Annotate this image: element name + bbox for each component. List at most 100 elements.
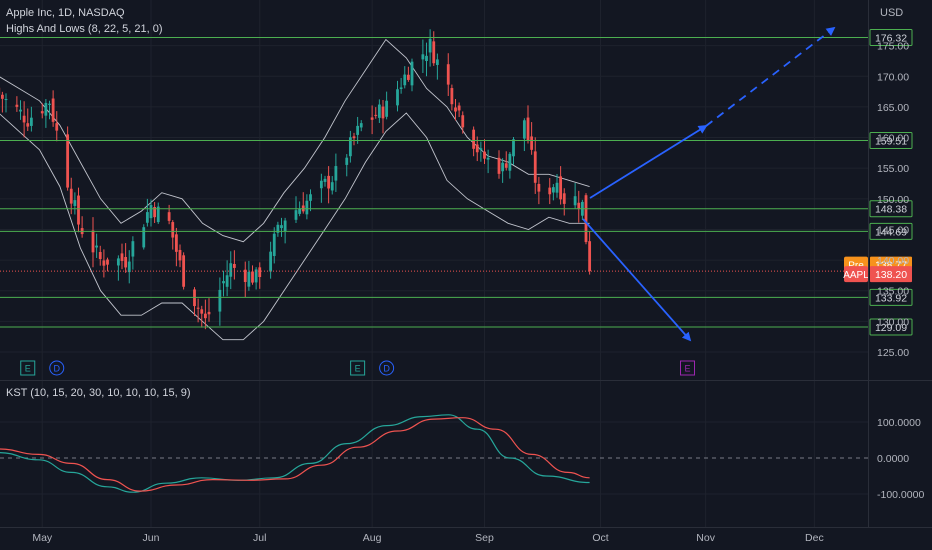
candle-body bbox=[106, 259, 109, 265]
candle-body bbox=[319, 180, 323, 189]
candle-body bbox=[428, 38, 432, 53]
candle-body bbox=[294, 210, 298, 220]
candle-body bbox=[573, 196, 577, 206]
event-letter: E bbox=[25, 364, 31, 374]
candle-body bbox=[486, 157, 490, 160]
candle-body bbox=[120, 253, 124, 261]
candle-body bbox=[251, 271, 254, 283]
candle-body bbox=[359, 123, 363, 128]
candle-body bbox=[258, 267, 262, 278]
candle-body bbox=[298, 208, 302, 214]
candle-body bbox=[145, 212, 149, 223]
candle-body bbox=[425, 55, 428, 62]
candle-body bbox=[225, 275, 229, 287]
price-tick-label: 165.00 bbox=[877, 102, 909, 114]
candle-body bbox=[40, 111, 44, 114]
highs-lows-bands bbox=[0, 38, 590, 341]
price-level-value: 144.69 bbox=[875, 226, 907, 238]
currency-label: USD bbox=[880, 7, 904, 19]
candle-body bbox=[15, 104, 19, 107]
candle-body bbox=[345, 157, 349, 165]
price-level-value: 133.92 bbox=[875, 292, 907, 304]
indicator-highs-lows-label[interactable]: Highs And Lows (8, 22, 5, 21, 0) bbox=[6, 23, 163, 35]
candle-body bbox=[22, 115, 26, 123]
price-level-badge bbox=[869, 200, 913, 218]
candle-body bbox=[276, 224, 280, 233]
candle-body bbox=[537, 183, 541, 192]
candle-body bbox=[370, 117, 374, 120]
candle-body bbox=[374, 114, 378, 116]
candle-body bbox=[522, 120, 526, 139]
indicator-kst-label[interactable]: KST (10, 15, 20, 30, 10, 10, 10, 15, 9) bbox=[6, 387, 191, 399]
kst-tick-label: -100.0000 bbox=[877, 489, 924, 501]
time-tick-label: Oct bbox=[592, 532, 608, 544]
candle-body bbox=[247, 271, 251, 287]
candle-body bbox=[457, 105, 461, 111]
candle-body bbox=[584, 195, 588, 243]
event-letter: E bbox=[684, 364, 690, 374]
candle-body bbox=[269, 251, 273, 272]
candle-body bbox=[472, 129, 476, 149]
candle-body bbox=[327, 175, 331, 189]
price-tick-label: 170.00 bbox=[877, 71, 909, 83]
candle-body bbox=[203, 313, 207, 319]
price-level-value: 129.09 bbox=[875, 322, 907, 334]
price-tick-label: 130.00 bbox=[877, 316, 909, 328]
candle-body bbox=[555, 182, 559, 193]
candle-body bbox=[124, 256, 128, 268]
candle-body bbox=[156, 206, 160, 223]
price-tick-label: 160.00 bbox=[877, 133, 909, 145]
candle-body bbox=[504, 163, 508, 168]
candle-body bbox=[450, 88, 454, 105]
candle-body bbox=[200, 309, 204, 314]
candle-body bbox=[51, 98, 55, 122]
time-tick-label: May bbox=[32, 532, 53, 544]
candle-body bbox=[385, 100, 389, 117]
price-tick-label: 150.00 bbox=[877, 194, 909, 206]
candle-body bbox=[153, 207, 157, 218]
event-letter: D bbox=[54, 364, 61, 374]
candle-body bbox=[98, 252, 102, 260]
candle-body bbox=[232, 263, 236, 268]
price-badge-value: 138.20 bbox=[875, 269, 907, 281]
candle-body bbox=[551, 187, 555, 193]
candle-body bbox=[254, 269, 258, 283]
price-tick-label: 125.00 bbox=[877, 347, 909, 359]
candle-body bbox=[222, 281, 225, 284]
candle-body bbox=[91, 230, 95, 253]
time-tick-label: Nov bbox=[696, 532, 715, 544]
kst-tick-label: 0.0000 bbox=[877, 453, 909, 465]
price-level-badge bbox=[869, 132, 913, 150]
price-level-value: 148.38 bbox=[875, 204, 907, 216]
kst-line bbox=[0, 414, 590, 493]
candlestick-series bbox=[0, 29, 592, 330]
time-tick-label: Jun bbox=[143, 532, 160, 544]
symbol-title[interactable]: Apple Inc, 1D, NASDAQ bbox=[6, 7, 125, 19]
candle-body bbox=[508, 153, 512, 171]
candle-body bbox=[66, 134, 70, 188]
kst-signal-line bbox=[0, 417, 590, 492]
candle-body bbox=[102, 260, 106, 266]
band-lower-line bbox=[0, 112, 590, 341]
candle-body bbox=[559, 176, 563, 200]
trend-arrows[interactable] bbox=[582, 26, 836, 342]
candle-body bbox=[352, 136, 356, 139]
candle-body bbox=[26, 123, 30, 127]
candle-body bbox=[142, 227, 146, 248]
arrow-up-solid bbox=[589, 125, 708, 199]
candle-body bbox=[127, 261, 131, 273]
horizontal-levels[interactable]: 176.32159.51148.38144.69133.92129.09Pre1… bbox=[0, 29, 913, 336]
candle-body bbox=[356, 125, 360, 135]
candle-body bbox=[334, 166, 338, 181]
candle-body bbox=[44, 102, 48, 116]
candle-body bbox=[283, 220, 287, 232]
kst-tick-label: 100.0000 bbox=[877, 417, 921, 429]
candle-body bbox=[381, 106, 385, 119]
candle-body bbox=[167, 212, 171, 221]
event-letter: E bbox=[355, 364, 361, 374]
event-marker bbox=[20, 360, 36, 376]
